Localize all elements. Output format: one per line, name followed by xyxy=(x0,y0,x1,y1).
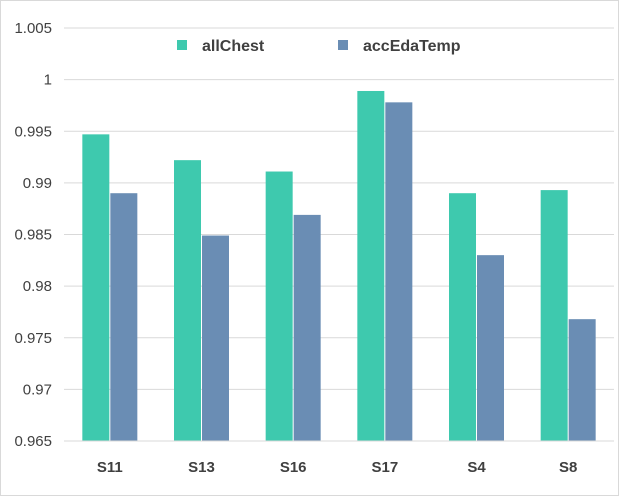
bar-accEdaTemp-S8 xyxy=(568,319,596,441)
x-axis-tick-labels: S11 S13 S16 S17 S4 S8 xyxy=(97,459,577,476)
y-tick-label: 0.99 xyxy=(23,175,52,192)
legend-swatch-accEdaTemp xyxy=(338,40,348,50)
y-tick-label: 0.995 xyxy=(14,123,52,140)
bar-accEdaTemp-S11 xyxy=(110,193,138,441)
y-tick-label: 0.97 xyxy=(23,381,52,398)
y-tick-label: 1.005 xyxy=(14,20,52,37)
gridlines xyxy=(64,27,614,390)
bar-accEdaTemp-S16 xyxy=(293,214,321,441)
y-axis-tick-labels: 0.965 0.97 0.975 0.98 0.985 0.99 0.995 1 1.005 xyxy=(14,20,52,450)
legend-label-allChest: allChest xyxy=(202,38,265,55)
y-tick-label: 0.98 xyxy=(23,278,52,295)
x-tick-label: S11 xyxy=(97,459,123,476)
bar-allChest-S13 xyxy=(174,160,201,441)
bar-accEdaTemp-S13 xyxy=(202,235,229,441)
y-tick-label: 0.975 xyxy=(14,330,52,347)
bar-allChest-S4 xyxy=(449,193,476,441)
x-tick-label: S16 xyxy=(280,459,307,476)
y-tick-label: 1 xyxy=(44,72,52,89)
bar-allChest-S17 xyxy=(357,90,385,442)
x-tick-label: S8 xyxy=(559,459,577,476)
bar-allChest-S16 xyxy=(265,171,293,441)
legend-label-accEdaTemp: accEdaTemp xyxy=(363,38,461,55)
x-tick-label: S13 xyxy=(188,459,215,476)
legend: allChest accEdaTemp xyxy=(177,38,461,55)
legend-swatch-allChest xyxy=(177,40,187,50)
bar-accEdaTemp-S17 xyxy=(385,102,413,441)
x-tick-label: S17 xyxy=(371,459,398,476)
bars xyxy=(82,90,596,442)
y-tick-label: 0.965 xyxy=(14,433,52,450)
bar-accEdaTemp-S4 xyxy=(477,255,504,441)
bar-allChest-S8 xyxy=(540,190,568,441)
y-tick-label: 0.985 xyxy=(14,227,52,244)
x-tick-label: S4 xyxy=(467,459,486,476)
bar-allChest-S11 xyxy=(82,134,110,441)
